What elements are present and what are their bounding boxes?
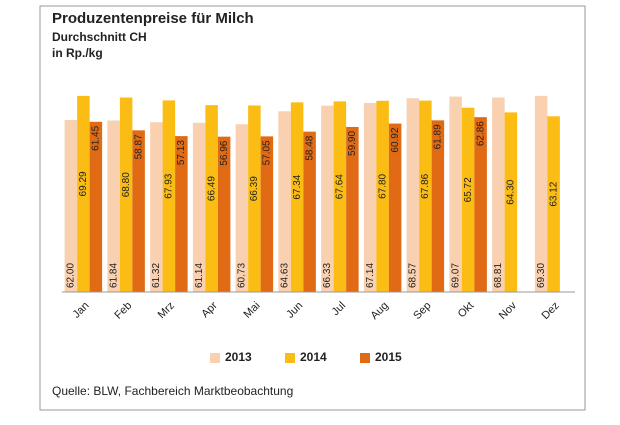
legend-label: 2014 bbox=[300, 350, 327, 364]
legend-label: 2013 bbox=[225, 350, 252, 364]
value-label: 61.84 bbox=[108, 263, 119, 288]
value-label: 62.00 bbox=[66, 263, 77, 288]
bar bbox=[132, 130, 145, 292]
value-label: 61.14 bbox=[194, 263, 205, 288]
value-label: 68.81 bbox=[493, 263, 504, 288]
value-label: 63.12 bbox=[548, 181, 559, 206]
bar bbox=[205, 105, 218, 292]
bar bbox=[162, 100, 176, 293]
bar bbox=[192, 122, 206, 293]
bar bbox=[248, 105, 261, 292]
legend-swatch bbox=[360, 353, 370, 363]
value-label: 67.14 bbox=[365, 263, 376, 288]
value-label: 59.90 bbox=[347, 131, 358, 156]
value-label: 57.13 bbox=[176, 140, 187, 165]
bar bbox=[547, 116, 560, 293]
bar bbox=[449, 96, 462, 292]
value-label: 67.64 bbox=[335, 174, 346, 199]
bar bbox=[217, 136, 231, 292]
bar bbox=[461, 107, 475, 293]
value-label: 69.07 bbox=[450, 263, 461, 288]
value-label: 67.86 bbox=[420, 173, 431, 198]
bar bbox=[419, 100, 432, 293]
value-label: 67.80 bbox=[377, 173, 388, 198]
bar bbox=[321, 105, 334, 292]
value-label: 66.39 bbox=[249, 176, 260, 201]
bar bbox=[260, 136, 274, 292]
value-label: 69.29 bbox=[78, 171, 89, 196]
bar bbox=[64, 120, 78, 292]
value-label: 64.30 bbox=[506, 179, 517, 204]
bar bbox=[303, 131, 316, 292]
value-label: 69.30 bbox=[536, 263, 547, 288]
bar bbox=[119, 97, 133, 292]
bar bbox=[534, 95, 548, 292]
value-label: 58.48 bbox=[304, 135, 315, 160]
value-label: 60.73 bbox=[237, 263, 248, 288]
value-label: 61.89 bbox=[433, 124, 444, 149]
legend-label: 2015 bbox=[375, 350, 402, 364]
bar bbox=[89, 121, 103, 292]
value-label: 67.93 bbox=[164, 173, 175, 198]
bar bbox=[77, 95, 90, 292]
bar bbox=[278, 111, 291, 292]
bar bbox=[235, 124, 249, 292]
source: Quelle: BLW, Fachbereich Marktbeobachtun… bbox=[52, 384, 293, 398]
value-label: 60.92 bbox=[390, 127, 401, 152]
value-label: 66.33 bbox=[322, 263, 333, 288]
value-label: 57.05 bbox=[262, 140, 273, 165]
bar bbox=[388, 123, 402, 292]
bar bbox=[504, 112, 518, 293]
bar bbox=[492, 97, 505, 293]
bar bbox=[363, 102, 377, 292]
bar bbox=[474, 117, 487, 292]
bar bbox=[150, 122, 163, 292]
chart-subtitle: Durchschnitt CH bbox=[52, 30, 147, 44]
value-label: 62.86 bbox=[475, 121, 486, 146]
bar bbox=[290, 102, 304, 293]
value-label: 56.96 bbox=[219, 140, 230, 165]
bar bbox=[431, 120, 445, 292]
value-label: 58.87 bbox=[133, 134, 144, 159]
value-label: 68.57 bbox=[408, 263, 419, 288]
value-label: 67.34 bbox=[292, 174, 303, 199]
value-label: 66.49 bbox=[206, 176, 217, 201]
bar bbox=[376, 100, 389, 292]
legend-swatch bbox=[285, 353, 295, 363]
chart-title: Produzentenpreise für Milch bbox=[52, 10, 254, 27]
bar bbox=[346, 126, 359, 292]
bar bbox=[333, 101, 347, 293]
bar bbox=[175, 136, 188, 292]
legend-swatch bbox=[210, 353, 220, 363]
value-label: 64.63 bbox=[279, 263, 290, 288]
bar bbox=[406, 98, 420, 292]
value-label: 65.72 bbox=[463, 177, 474, 202]
unit-label: in Rp./kg bbox=[52, 46, 103, 60]
value-label: 61.32 bbox=[151, 263, 162, 288]
value-label: 61.45 bbox=[91, 125, 102, 150]
value-label: 68.80 bbox=[121, 172, 132, 197]
bar bbox=[107, 120, 120, 292]
